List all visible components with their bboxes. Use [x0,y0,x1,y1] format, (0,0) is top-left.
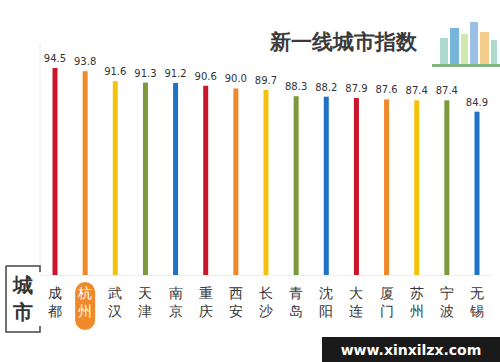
data-label: 87.6 [375,84,397,95]
data-label: 91.3 [134,68,156,79]
bars [53,68,480,275]
data-label: 89.7 [255,75,277,86]
skyline-building [450,28,459,66]
data-label: 94.5 [44,53,66,64]
category-label: 成都 [48,285,62,319]
data-label: 87.4 [406,85,428,96]
data-label: 88.3 [285,81,307,92]
bar [324,97,329,275]
category-label: 长沙 [259,285,273,319]
source-band [322,337,500,362]
category-label: 武汉 [108,285,122,319]
category-label: 青岛 [289,285,303,319]
data-label: 90.6 [195,71,217,82]
category-label: 厦门 [380,285,394,319]
bar [475,112,480,275]
category-label: 沈阳 [319,285,333,319]
bar [384,99,389,275]
source: www.xinxilzx.com [341,342,482,358]
bar [83,71,88,275]
category-label: 西安 [229,285,243,319]
bar [264,90,269,275]
skyline-ground [432,64,500,67]
skyline-building [470,22,478,66]
category-label: 宁波 [440,285,454,319]
data-label: 91.2 [164,68,186,79]
bar [294,96,299,275]
data-label: 91.6 [104,66,126,77]
category-label: 天津 [138,285,152,319]
bar [203,86,208,275]
category-label: 重庆 [199,285,213,319]
data-label: 87.9 [345,83,367,94]
skyline-building [440,38,448,66]
y-axis-line [40,43,41,275]
chart: 新一线城市指数 94.5 成都 93.8 杭州 91.6 武汉 91.3 天津 91.2 南京 90.… [0,0,500,362]
bar [113,81,118,275]
x-axis-line [40,275,492,276]
skyline-building [480,32,489,66]
category-label: 苏州 [410,285,424,319]
data-label: 93.8 [74,56,96,67]
bar [233,88,238,275]
bar [143,83,148,275]
data-label: 90.0 [225,73,247,84]
category-label: 南京 [169,285,183,319]
category-label: 无锡 [469,285,484,319]
highlight-badge [75,282,95,330]
skyline-building [491,40,497,66]
title: 新一线城市指数 [269,30,418,54]
data-label: 88.2 [315,82,337,93]
bar [444,100,449,275]
axis-label-frame [6,266,40,332]
data-label: 87.4 [436,85,458,96]
bar [414,100,419,275]
bar [53,68,58,275]
x-axis-label: 城市 [12,273,33,324]
skyline-icon [432,22,500,67]
data-label: 84.9 [466,97,488,108]
category-label: 杭州 [77,285,92,319]
category-label: 大连 [349,285,363,319]
bar [354,98,359,275]
skyline-building [461,34,468,66]
bar [173,83,178,275]
